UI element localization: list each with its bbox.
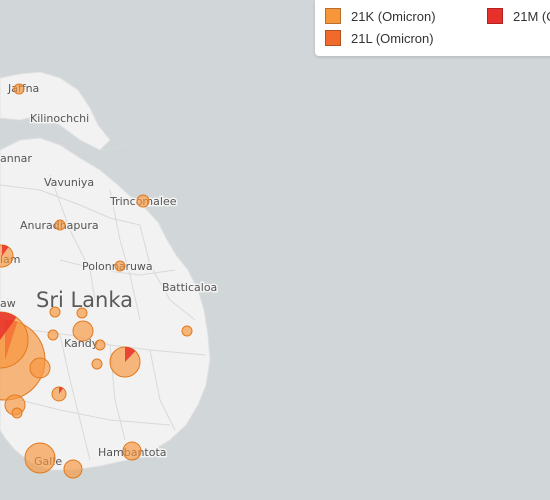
label-kandy: Kandy [64, 337, 99, 350]
sample-circle-7[interactable] [76, 307, 88, 319]
legend-item-21l[interactable]: 21L (Omicron) [325, 30, 434, 46]
label-mannar: annar [0, 152, 32, 165]
legend-panel: 21K (Omicron) 21L (Omicron) 21M (O [315, 0, 550, 56]
sample-wedge-3 [2, 245, 9, 256]
legend-swatch-21k [325, 8, 341, 24]
legend-swatch-21m [487, 8, 503, 24]
sample-circle-1[interactable] [136, 194, 150, 208]
sample-wedge-15 [0, 312, 17, 340]
sample-circle-5[interactable] [181, 325, 193, 337]
legend-label-21l: 21L (Omicron) [351, 30, 434, 46]
label-vavuniya: Vavuniya [44, 176, 94, 189]
legend-swatch-21l [325, 30, 341, 46]
sample-circle-8[interactable] [72, 320, 94, 342]
legend-label-21k: 21K (Omicron) [351, 8, 436, 24]
sample-wedge-11 [125, 347, 136, 362]
sample-circle-9[interactable] [47, 329, 59, 341]
sample-circle-18[interactable] [11, 407, 23, 419]
sample-circle-19[interactable] [24, 442, 56, 474]
sample-circle-10[interactable] [94, 339, 106, 351]
sample-circle-4[interactable] [114, 260, 126, 272]
sample-circle-21[interactable] [122, 441, 142, 461]
sample-circle-20[interactable] [63, 459, 83, 479]
legend-item-21m[interactable]: 21M (O [487, 8, 550, 24]
sample-circle-6[interactable] [49, 306, 61, 318]
sample-circle-0[interactable] [13, 83, 25, 95]
land-north [0, 71, 111, 151]
legend-label-21m: 21M (O [513, 8, 550, 24]
sample-circle-14[interactable] [29, 357, 51, 379]
label-kilinochchi: Kilinochchi [30, 112, 89, 125]
sample-circle-2[interactable] [54, 219, 66, 231]
sample-wedge-16 [59, 387, 64, 394]
sample-circle-12[interactable] [91, 358, 103, 370]
label-colombo: aw [0, 297, 16, 310]
label-batticaloa: Batticaloa [162, 281, 217, 294]
sample-markers [0, 83, 193, 479]
legend-item-21k[interactable]: 21K (Omicron) [325, 8, 436, 24]
